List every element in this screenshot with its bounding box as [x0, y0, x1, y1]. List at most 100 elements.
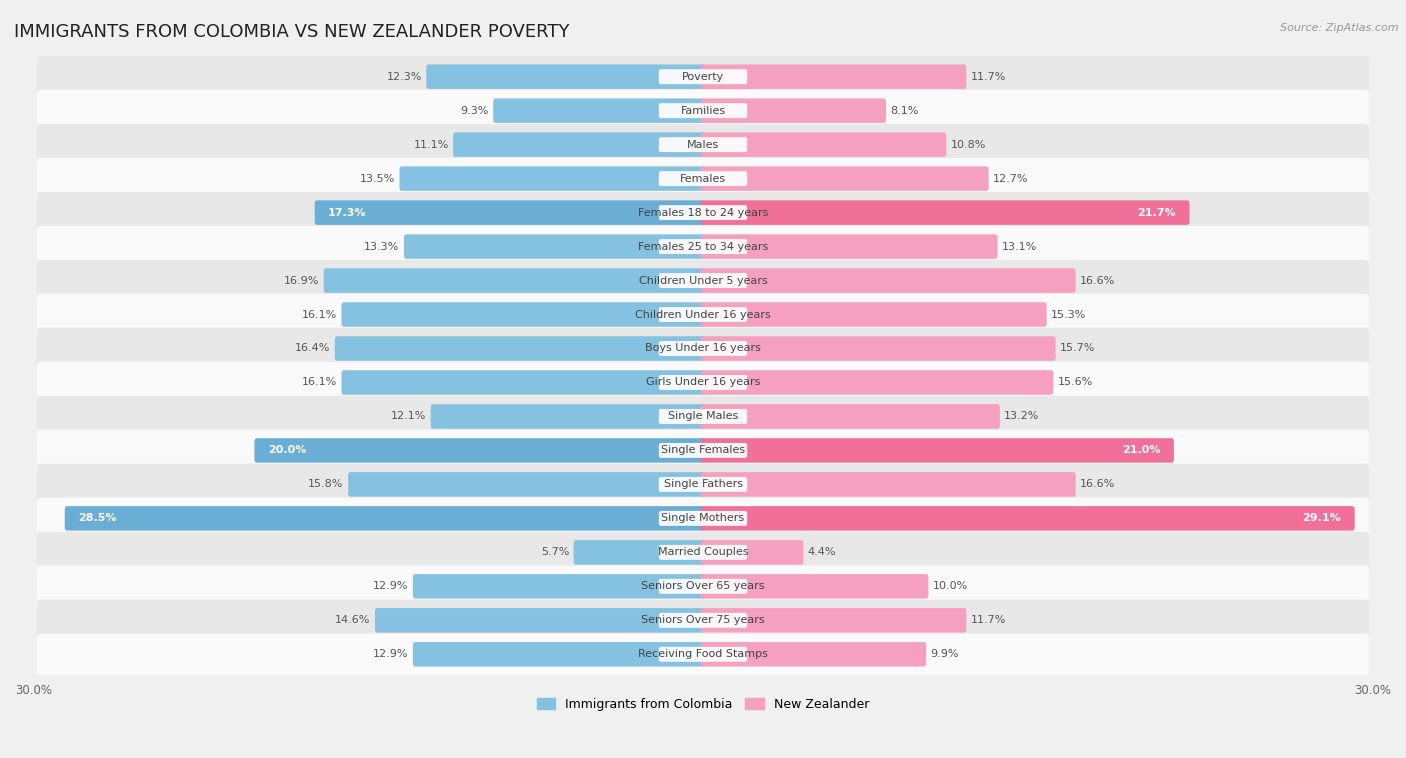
- Text: 12.3%: 12.3%: [387, 72, 422, 82]
- Text: 9.3%: 9.3%: [460, 105, 489, 116]
- FancyBboxPatch shape: [700, 64, 966, 89]
- FancyBboxPatch shape: [342, 370, 706, 395]
- FancyBboxPatch shape: [37, 531, 1369, 573]
- Text: 15.3%: 15.3%: [1052, 309, 1087, 320]
- FancyBboxPatch shape: [700, 540, 803, 565]
- FancyBboxPatch shape: [254, 438, 706, 462]
- FancyBboxPatch shape: [494, 99, 706, 123]
- FancyBboxPatch shape: [65, 506, 706, 531]
- Text: 12.9%: 12.9%: [373, 650, 408, 659]
- Legend: Immigrants from Colombia, New Zealander: Immigrants from Colombia, New Zealander: [531, 693, 875, 716]
- Text: Females 18 to 24 years: Females 18 to 24 years: [638, 208, 768, 218]
- FancyBboxPatch shape: [37, 90, 1369, 131]
- FancyBboxPatch shape: [37, 294, 1369, 335]
- FancyBboxPatch shape: [659, 171, 747, 186]
- FancyBboxPatch shape: [323, 268, 706, 293]
- FancyBboxPatch shape: [342, 302, 706, 327]
- Text: 13.1%: 13.1%: [1002, 242, 1038, 252]
- Text: 16.4%: 16.4%: [295, 343, 330, 353]
- FancyBboxPatch shape: [700, 167, 988, 191]
- FancyBboxPatch shape: [700, 370, 1053, 395]
- Text: 21.7%: 21.7%: [1137, 208, 1175, 218]
- FancyBboxPatch shape: [700, 133, 946, 157]
- Text: Receiving Food Stamps: Receiving Food Stamps: [638, 650, 768, 659]
- Text: 10.0%: 10.0%: [932, 581, 969, 591]
- Text: 5.7%: 5.7%: [541, 547, 569, 557]
- FancyBboxPatch shape: [37, 56, 1369, 98]
- Text: Single Mothers: Single Mothers: [661, 513, 745, 523]
- Text: 13.2%: 13.2%: [1004, 412, 1039, 421]
- Text: 28.5%: 28.5%: [79, 513, 117, 523]
- FancyBboxPatch shape: [659, 443, 747, 458]
- Text: Boys Under 16 years: Boys Under 16 years: [645, 343, 761, 353]
- FancyBboxPatch shape: [700, 438, 1174, 462]
- FancyBboxPatch shape: [659, 273, 747, 288]
- Text: Source: ZipAtlas.com: Source: ZipAtlas.com: [1281, 23, 1399, 33]
- FancyBboxPatch shape: [315, 200, 706, 225]
- Text: Children Under 5 years: Children Under 5 years: [638, 276, 768, 286]
- Text: Single Females: Single Females: [661, 446, 745, 456]
- Text: Females 25 to 34 years: Females 25 to 34 years: [638, 242, 768, 252]
- Text: 16.9%: 16.9%: [284, 276, 319, 286]
- FancyBboxPatch shape: [659, 409, 747, 424]
- FancyBboxPatch shape: [659, 307, 747, 322]
- Text: 15.8%: 15.8%: [308, 479, 343, 490]
- Text: 14.6%: 14.6%: [335, 615, 371, 625]
- FancyBboxPatch shape: [700, 506, 1354, 531]
- Text: 12.9%: 12.9%: [373, 581, 408, 591]
- FancyBboxPatch shape: [700, 574, 928, 599]
- Text: 15.6%: 15.6%: [1057, 377, 1092, 387]
- Text: 11.7%: 11.7%: [970, 615, 1007, 625]
- FancyBboxPatch shape: [37, 396, 1369, 437]
- FancyBboxPatch shape: [37, 260, 1369, 301]
- Text: Married Couples: Married Couples: [658, 547, 748, 557]
- FancyBboxPatch shape: [700, 608, 966, 632]
- Text: 10.8%: 10.8%: [950, 139, 986, 149]
- FancyBboxPatch shape: [453, 133, 706, 157]
- Text: 15.7%: 15.7%: [1060, 343, 1095, 353]
- FancyBboxPatch shape: [399, 167, 706, 191]
- FancyBboxPatch shape: [37, 362, 1369, 403]
- FancyBboxPatch shape: [659, 477, 747, 492]
- FancyBboxPatch shape: [700, 200, 1189, 225]
- FancyBboxPatch shape: [37, 498, 1369, 539]
- FancyBboxPatch shape: [700, 268, 1076, 293]
- FancyBboxPatch shape: [37, 600, 1369, 641]
- Text: 20.0%: 20.0%: [267, 446, 307, 456]
- FancyBboxPatch shape: [659, 511, 747, 526]
- Text: 11.7%: 11.7%: [970, 72, 1007, 82]
- FancyBboxPatch shape: [659, 579, 747, 594]
- Text: Families: Families: [681, 105, 725, 116]
- FancyBboxPatch shape: [37, 634, 1369, 675]
- Text: 8.1%: 8.1%: [890, 105, 920, 116]
- Text: 16.6%: 16.6%: [1080, 479, 1115, 490]
- Text: Single Fathers: Single Fathers: [664, 479, 742, 490]
- FancyBboxPatch shape: [659, 545, 747, 560]
- FancyBboxPatch shape: [659, 69, 747, 84]
- FancyBboxPatch shape: [659, 612, 747, 628]
- Text: Children Under 16 years: Children Under 16 years: [636, 309, 770, 320]
- FancyBboxPatch shape: [375, 608, 706, 632]
- FancyBboxPatch shape: [700, 404, 1000, 429]
- Text: Girls Under 16 years: Girls Under 16 years: [645, 377, 761, 387]
- FancyBboxPatch shape: [659, 103, 747, 118]
- Text: Females: Females: [681, 174, 725, 183]
- FancyBboxPatch shape: [659, 137, 747, 152]
- FancyBboxPatch shape: [659, 341, 747, 356]
- Text: Poverty: Poverty: [682, 72, 724, 82]
- FancyBboxPatch shape: [430, 404, 706, 429]
- FancyBboxPatch shape: [37, 192, 1369, 233]
- FancyBboxPatch shape: [349, 472, 706, 496]
- Text: 11.1%: 11.1%: [413, 139, 449, 149]
- Text: 12.1%: 12.1%: [391, 412, 426, 421]
- Text: Seniors Over 65 years: Seniors Over 65 years: [641, 581, 765, 591]
- FancyBboxPatch shape: [37, 430, 1369, 471]
- FancyBboxPatch shape: [700, 302, 1046, 327]
- FancyBboxPatch shape: [37, 327, 1369, 369]
- FancyBboxPatch shape: [37, 565, 1369, 607]
- Text: 13.5%: 13.5%: [360, 174, 395, 183]
- Text: 29.1%: 29.1%: [1302, 513, 1341, 523]
- FancyBboxPatch shape: [700, 99, 886, 123]
- Text: Single Males: Single Males: [668, 412, 738, 421]
- FancyBboxPatch shape: [700, 472, 1076, 496]
